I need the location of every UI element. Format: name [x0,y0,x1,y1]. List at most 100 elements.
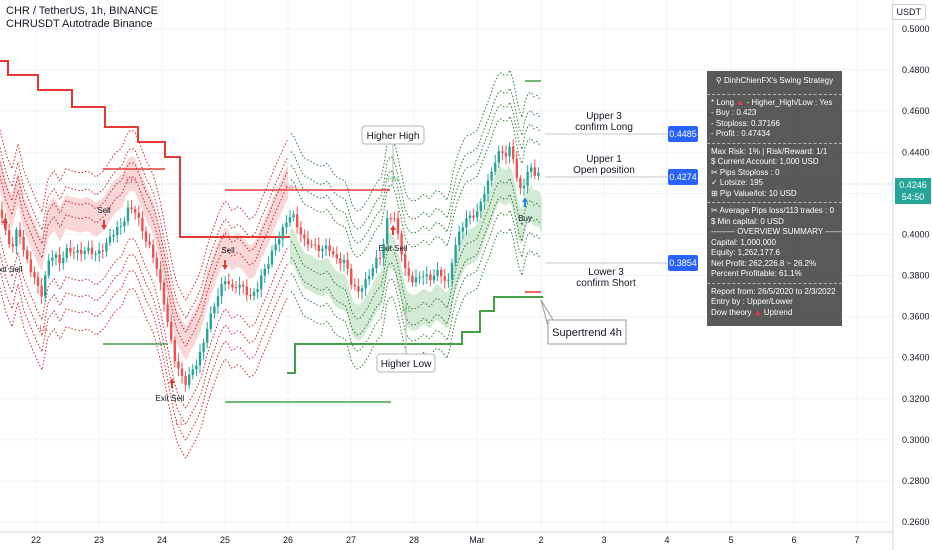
y-tick-label: 0.2600 [902,517,930,527]
higher-high-label: Higher High [367,131,420,142]
candle-body [231,284,234,288]
candle-body [292,214,295,218]
candle-body [116,226,119,236]
lh-label: LH [126,176,136,185]
y-tick-label: 0.5000 [902,24,930,34]
candle-body [90,247,94,255]
divider [707,142,842,144]
candle-body [108,236,112,243]
bar-countdown: 54:50 [901,192,925,202]
x-tick-label: Mar [469,535,485,545]
upper1-price-label: 0.4274 [669,172,697,182]
candle-body [44,275,47,297]
candle-body [501,151,504,154]
candle-body [170,322,173,340]
x-tick-label: 4 [664,535,669,545]
dow-prefix: Dow theory [711,307,752,317]
downtrend-band-fill [0,155,288,361]
candle-body [533,167,536,176]
min-capital-line: $ Min capital: 0 USD [711,216,784,226]
candle-body [465,218,468,228]
candle-body [321,248,324,251]
candle-body [296,214,299,228]
candle-body [404,254,407,269]
exit-sell-label: Exit Sell [0,265,23,274]
y-tick-label: 0.3200 [902,394,930,404]
candle-body [220,283,223,297]
panel-title: ⚲ DinhChienFX's Swing Strategy [707,74,842,91]
candle-body [18,229,22,237]
x-tick-label: 26 [283,535,293,545]
candle-body [213,306,216,314]
band-line-red [0,161,289,334]
y-tick-label: 0.4000 [902,229,930,239]
candle-body [310,244,313,246]
band-line-red [0,253,289,426]
y-tick-label: 0.3000 [902,435,930,445]
x-tick-label: 28 [409,535,419,545]
candle-body [537,172,540,176]
exit-sell-label: Exit Sell [156,394,185,403]
net-profit-line: Net Profit: 262,226.8 ~ 26.2% [711,258,817,268]
candle-body [173,339,176,362]
candle-body [87,247,90,251]
candle-body [443,276,446,281]
candle-body [411,275,414,283]
exit-sell-arrow-icon [390,225,396,235]
candle-body [162,282,166,305]
stoploss-line: - Stoploss: 0.37166 [711,118,780,128]
supertrend-lines [0,60,543,403]
candle-body [152,244,155,258]
x-tick-label: 22 [31,535,41,545]
x-tick-label: 3 [601,535,606,545]
lower3-price-label-bg [668,255,698,271]
lotsize-line: ✓ Lotsize: 195 [711,178,764,187]
candle-body [256,289,259,292]
strategy-title: CHRUSDT Autotrade Binance [6,18,153,30]
candle-body [386,218,389,244]
candle-body [508,146,511,157]
candle-body [371,268,374,277]
candle-body [29,259,32,273]
candle-body [209,313,212,329]
candle-body [346,259,349,269]
lower3-sub-label: confirm Short [576,278,636,289]
candle-body [360,288,364,292]
entry-by-line: Entry by : Upper/Lower [711,297,793,306]
candle-body [332,251,335,255]
x-tick-label: 2 [538,535,543,545]
candle-body [418,277,421,279]
percent-profitable-line: Percent Profitable: 61.1% [711,269,802,278]
currency-badge[interactable]: USDT [891,4,926,20]
candle-body [206,328,209,343]
candle-body [317,245,320,251]
candle-body [234,287,238,289]
band-fills [0,155,542,361]
candle-body [141,217,144,232]
y-tick-label: 0.3400 [902,353,930,363]
buy-line: - Buy : 0.423 [711,108,757,117]
candle-body [299,227,302,235]
candle-body [447,279,450,281]
candle-body [22,236,25,251]
candle-body [328,245,331,252]
candle-body [15,229,18,247]
candle-body [461,227,464,232]
candle-body [339,258,342,264]
hh-label: HH [285,184,297,193]
warning-icon: ▲ [753,307,762,317]
report-line: Report from: 26/5/2020 to 2/3/2022 [711,286,836,296]
candle-body [76,249,79,253]
candle-body [436,269,439,276]
y-tick-label: 0.3600 [902,312,930,322]
candle-body [58,254,61,264]
band-line-red [0,129,289,302]
candle-body [519,178,522,189]
buy-signal-label: Buy [518,214,532,223]
candle-body [101,250,104,252]
candle-body [303,234,306,239]
long-prefix: * Long [711,97,735,107]
candle-body [36,277,40,286]
candle-body [414,277,418,283]
